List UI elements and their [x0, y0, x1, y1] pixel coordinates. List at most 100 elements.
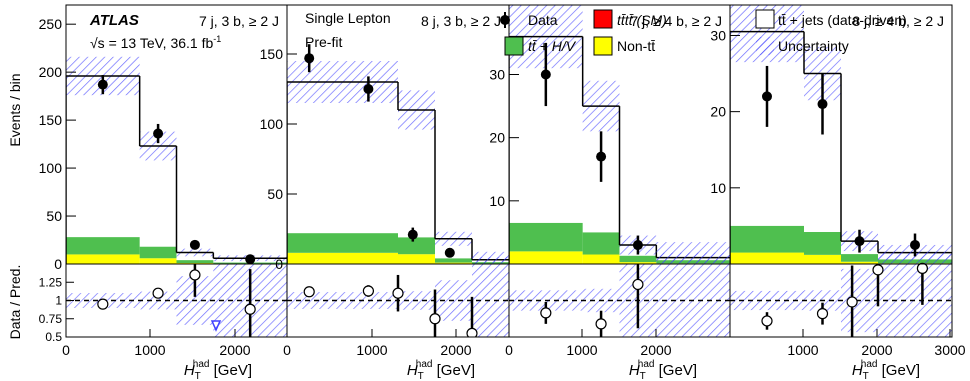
x-tick-label: 2000: [640, 342, 671, 358]
ratio-point: [303, 286, 315, 298]
region-label: 7 j, ≥ 4 b, ≥ 2 J: [630, 13, 722, 29]
tthv-bar: [582, 232, 620, 255]
ratio-point: [846, 296, 858, 308]
data-point: [153, 128, 164, 139]
selection-line1: Single Lepton: [305, 10, 391, 26]
data-point: [596, 151, 607, 162]
ratio-point: [872, 264, 884, 276]
tthv-bar: [509, 222, 583, 252]
off-scale-arrow-icon: [210, 320, 222, 332]
x-axis-title: HThad [GeV]: [184, 359, 252, 381]
data-point: [304, 53, 315, 64]
panel-4: 8 j, ≥ 4 b, ≥ 2 J 10 20 30: [710, 4, 953, 338]
x-tick-label: 1000: [134, 342, 165, 358]
y-tick-label: 0: [275, 256, 283, 272]
legend-tthv-label: tt̄ + H/V: [528, 38, 577, 54]
panel-2-plot-area: [287, 44, 509, 337]
x-tick-label: 3000: [934, 342, 965, 358]
data-point: [363, 84, 374, 94]
y-axis-label-bottom: Data / Pred.: [7, 265, 23, 340]
panel-3: 7 j, ≥ 4 b, ≥ 2 J 10 20 30: [489, 4, 731, 338]
selection-line2: Pre-fit: [305, 34, 342, 50]
tthv-bar: [619, 255, 657, 263]
panel-1-plot-area: [66, 56, 287, 337]
non-tt-bar: [841, 261, 878, 264]
tthv-bar: [398, 237, 435, 255]
legend-ttbar-jets-swatch: [755, 9, 775, 29]
y-tick-label: 250: [39, 16, 63, 32]
panel-4-plot-area: [730, 5, 952, 337]
legend-data-label: Data: [528, 12, 558, 28]
non-tt-bar: [435, 262, 472, 264]
y-tick-label: 150: [39, 112, 63, 128]
legend: Data tt̄tt̄ (SM) tt̄ + jets (data-driven…: [500, 9, 907, 56]
ratio-point: [362, 285, 374, 297]
non-tt-bar: [582, 254, 620, 264]
ratio-point: [97, 298, 109, 310]
legend-tttt-label: tt̄tt̄ (SM): [617, 12, 667, 28]
ratio-point: [429, 313, 441, 325]
y-tick-label: 30: [710, 27, 726, 43]
x-tick-label: 1000: [356, 342, 387, 358]
y-tick-label: 50: [46, 208, 62, 224]
ratio-point: [595, 318, 607, 330]
non-tt-bar: [66, 254, 140, 264]
ratio-point: [632, 278, 644, 291]
tthv-bar: [139, 246, 177, 259]
x-tick-label: 0: [283, 342, 291, 358]
ratio-point: [761, 315, 773, 327]
data-point: [910, 239, 920, 250]
ratio-point: [816, 308, 829, 320]
ratio-y-tick-label: 1: [55, 294, 62, 308]
x-tick-label: 0: [62, 342, 70, 358]
ratio-point: [152, 287, 164, 299]
data-point: [245, 254, 256, 265]
ratio-point: [466, 327, 478, 337]
ratio-point: [392, 287, 404, 299]
data-point: [189, 239, 200, 250]
panel-3-plot-area: [509, 5, 730, 337]
ratio-uncertainty-band: [878, 251, 952, 337]
tthv-bar: [804, 232, 841, 255]
y-tick-label: 10: [710, 180, 726, 196]
non-tt-bar: [804, 254, 841, 264]
non-tt-bar: [287, 252, 398, 264]
x-tick-label: 2000: [861, 342, 892, 358]
ratio-y-tick-label: 1.25: [39, 275, 63, 289]
tthv-bar: [66, 237, 140, 255]
x-tick-label: 0: [505, 342, 513, 358]
ratio-frame: [729, 263, 953, 338]
non-tt-bar: [398, 254, 435, 264]
y-tick-label: 20: [710, 104, 726, 120]
data-point: [817, 99, 828, 110]
legend-tttt-swatch: [593, 9, 613, 29]
y-tick-label: 10: [489, 193, 505, 209]
y-tick-label: 0: [54, 256, 62, 272]
legend-non-tt-swatch: [593, 36, 613, 56]
data-point: [762, 91, 772, 102]
tthv-bar: [176, 260, 214, 264]
y-tick-label: 100: [39, 160, 63, 176]
y-tick-label: 30: [489, 66, 505, 82]
tthv-bar: [730, 225, 804, 253]
non-tt-bar: [139, 258, 177, 264]
lumi-superscript: -1: [213, 34, 221, 44]
legend-tthv-swatch: [504, 36, 524, 56]
y-axis-label-top: Events / bin: [7, 73, 23, 146]
x-axis-title: HThad [GeV]: [629, 359, 697, 381]
data-point: [97, 79, 108, 90]
y-tick-label: 200: [39, 64, 63, 80]
x-tick-label: 2000: [219, 342, 250, 358]
legend-ttbar-jets-label: tt̄ + jets (data-driven): [778, 12, 907, 28]
tthv-bar: [287, 233, 398, 253]
experiment-label: ATLAS: [89, 12, 139, 29]
y-tick-label: 20: [489, 130, 505, 146]
data-point: [444, 247, 455, 258]
legend-non-tt-label: Non-tt̄: [617, 38, 655, 54]
x-tick-label: 1000: [566, 342, 597, 358]
y-tick-label: 50: [267, 186, 283, 202]
x-tick-label: 2000: [440, 342, 471, 358]
